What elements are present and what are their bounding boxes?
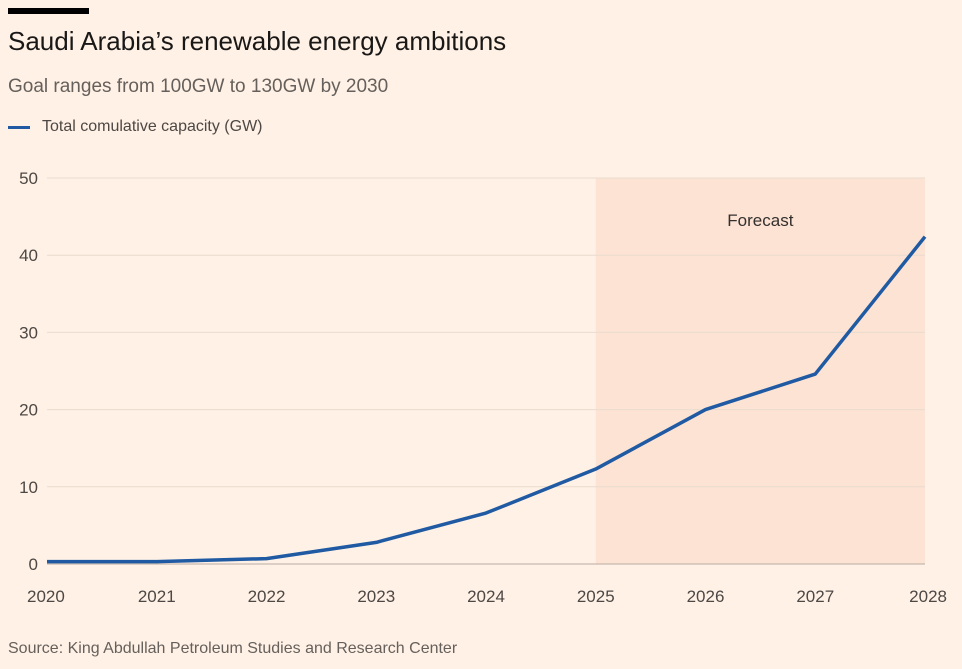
- legend-label: Total comulative capacity (GW): [42, 118, 263, 135]
- legend: Total comulative capacity (GW): [8, 118, 263, 136]
- x-tick-label: 2020: [27, 587, 65, 606]
- x-tick-label: 2027: [796, 587, 834, 606]
- y-tick-label: 0: [29, 555, 38, 574]
- x-tick-label: 2023: [357, 587, 395, 606]
- brand-bar: [8, 8, 89, 14]
- y-tick-label: 30: [19, 323, 38, 342]
- forecast-band: [595, 178, 925, 564]
- chart-title: Saudi Arabia’s renewable energy ambition…: [8, 26, 507, 56]
- x-tick-label: 2028: [909, 587, 947, 606]
- x-tick-label: 2024: [467, 587, 505, 606]
- forecast-label: Forecast: [727, 211, 793, 230]
- y-tick-label: 10: [19, 478, 38, 497]
- line-chart: Forecast 0 10 20 30 40 50 2020 2021 2022 2023 2024 2…: [19, 169, 947, 606]
- y-tick-label: 50: [19, 169, 38, 188]
- x-tick-label: 2026: [687, 587, 725, 606]
- y-tick-label: 20: [19, 401, 38, 420]
- x-tick-label: 2021: [138, 587, 176, 606]
- x-tick-label: 2022: [248, 587, 286, 606]
- source-note: Source: King Abdullah Petroleum Studies …: [8, 640, 458, 657]
- y-tick-label: 40: [19, 246, 38, 265]
- legend-swatch: [8, 125, 30, 129]
- chart-subtitle: Goal ranges from 100GW to 130GW by 2030: [8, 76, 389, 97]
- x-tick-label: 2025: [577, 587, 615, 606]
